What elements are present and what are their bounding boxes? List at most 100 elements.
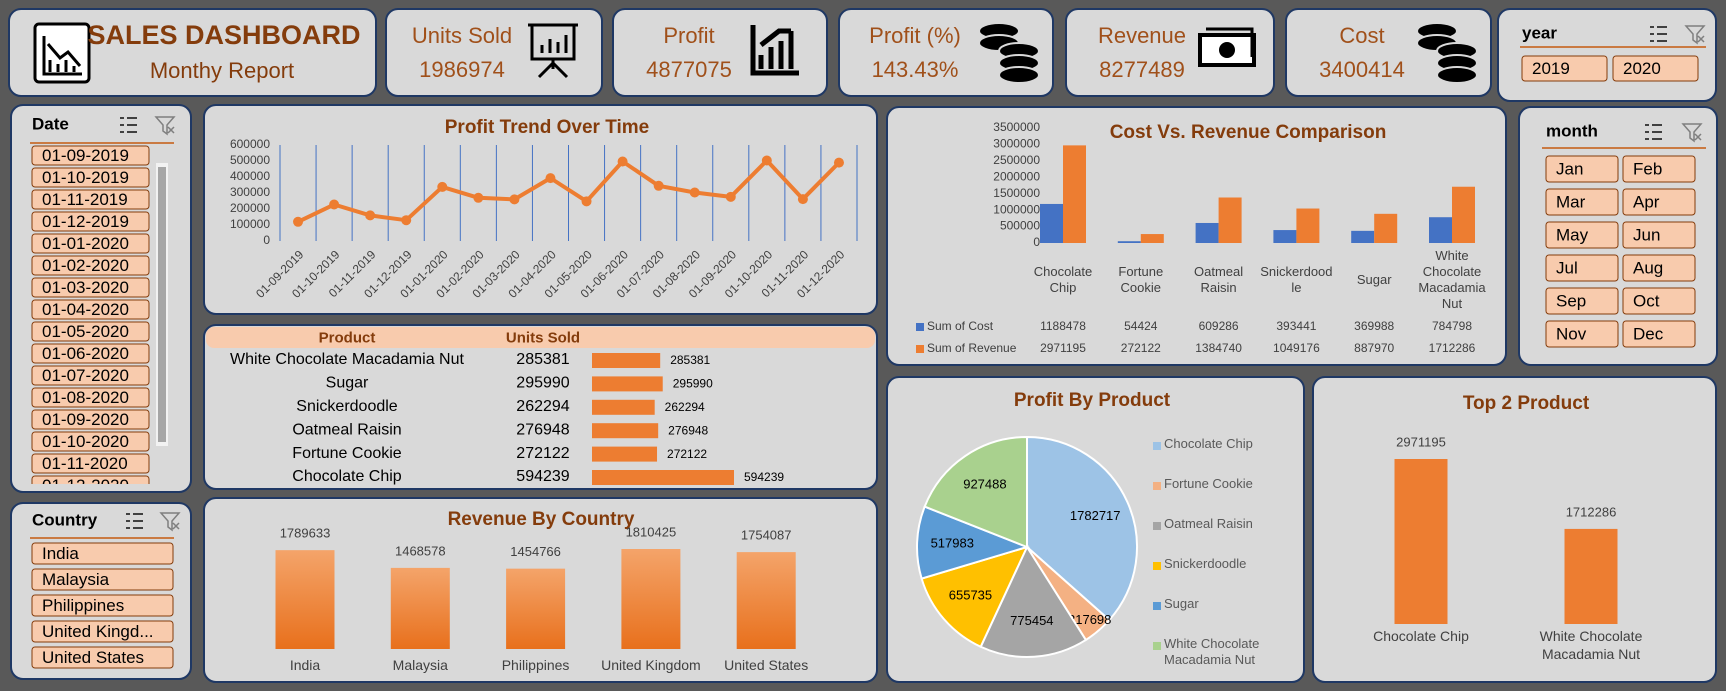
slicer-item[interactable] [31,233,150,254]
slicer-item-label[interactable]: 01-04-2020 [42,300,129,319]
slicer-item-label[interactable]: 01-10-2020 [42,432,129,451]
x-tick-label: Malaysia [392,657,448,673]
slicer-item[interactable] [31,145,150,166]
slicer-item[interactable] [31,387,150,408]
x-tick-label-box: Chocolate Chip [1034,264,1093,295]
slicer-item-label[interactable]: Apr [1633,192,1660,211]
slicer-item[interactable] [1622,287,1696,315]
slicer-item-label[interactable]: Jan [1556,159,1583,178]
slicer-item-label[interactable]: 01-01-2020 [42,234,129,253]
slicer-item[interactable] [1545,188,1619,216]
slicer-item[interactable] [1545,320,1619,348]
slicer-item-label[interactable]: May [1556,225,1589,244]
slicer-item[interactable] [1545,221,1619,249]
units-value: 285381 [516,351,569,368]
slicer-item[interactable] [1622,221,1696,249]
slicer-item[interactable] [31,365,150,386]
slicer-item[interactable] [1545,155,1619,183]
slicer-item-label[interactable]: Feb [1633,159,1662,178]
slicer-item-label[interactable]: United Kingd... [42,622,154,641]
slicer-item[interactable] [1612,55,1699,82]
slicer-item[interactable] [31,211,150,232]
line-point [581,196,592,207]
slicer-item[interactable] [31,568,174,591]
slicer-item[interactable] [31,189,150,210]
chart-title: Top 2 Product [1463,393,1590,414]
slicer-item-label[interactable]: 01-10-2019 [42,168,129,187]
slicer-item-label[interactable]: Aug [1633,258,1663,277]
slicer-item-label[interactable]: 01-11-2019 [42,190,128,209]
clear-filter-icon[interactable] [1684,25,1706,45]
slicer-item[interactable] [1622,155,1696,183]
x-tick-label: United Kingdom [601,657,701,673]
slicer-item[interactable] [31,475,150,495]
slicer-item[interactable] [31,594,174,617]
slicer-item-label[interactable]: India [42,544,79,563]
slicer-item[interactable] [1622,254,1696,282]
slicer-item[interactable] [31,343,150,364]
slicer-item[interactable] [31,255,150,276]
slicer-item-label[interactable]: Malaysia [42,570,110,589]
y-tick-label: 3000000 [993,137,1040,151]
slice-label: 217698 [1068,612,1111,627]
slicer-item-label[interactable]: 01-05-2020 [42,322,129,341]
slicer-item-label[interactable]: 2020 [1623,59,1661,78]
slicer-item[interactable] [31,409,150,430]
slicer-item-label[interactable]: 01-12-2020 [42,476,129,495]
slicer-item-label[interactable]: 01-11-2020 [42,454,128,473]
clear-filter-icon[interactable] [159,512,181,532]
multi-select-icon[interactable] [126,513,143,529]
slicer-item[interactable] [1622,320,1696,348]
panel [8,8,377,97]
slicer-item-label[interactable]: 01-07-2020 [42,366,129,385]
multi-select-icon[interactable] [1645,124,1662,140]
slicer-item-label[interactable]: 01-02-2020 [42,256,129,275]
legend-label: Sugar [1164,596,1199,611]
slicer-item[interactable] [1622,188,1696,216]
slicer-item[interactable] [31,277,150,298]
slicer-item-label[interactable]: United States [42,648,144,667]
slicer-item[interactable] [31,453,150,474]
slicer-item[interactable] [1545,254,1619,282]
slicer-item-label[interactable]: Jun [1633,225,1660,244]
line-point [401,215,412,226]
slicer-item[interactable] [31,542,174,565]
slicer-item-label[interactable]: 01-09-2019 [42,146,129,165]
legend-label-box: Chocolate Chip [1164,436,1253,451]
slicer-item-label[interactable]: 01-03-2020 [42,278,129,297]
legend-label: Fortune Cookie [1164,476,1253,491]
multi-select-icon[interactable] [1650,26,1667,42]
slicer-item-label[interactable]: Mar [1556,192,1586,211]
bar [1296,208,1320,243]
slicer-item-label[interactable]: Nov [1556,324,1587,343]
slicer-item-label[interactable]: Philippines [42,596,124,615]
clear-filter-icon[interactable] [1681,123,1703,143]
x-tick-label-box: Philippines [502,657,570,673]
slicer-item-label[interactable]: 2019 [1532,59,1570,78]
slicer-item[interactable] [31,620,174,643]
slicer-item[interactable] [1521,55,1608,82]
slicer-item[interactable] [31,321,150,342]
bar [1117,241,1141,243]
slicer-item-label[interactable]: Oct [1633,291,1660,310]
slicer-item[interactable] [31,646,174,669]
scrollbar[interactable] [158,167,166,442]
slicer-item-label[interactable]: Dec [1633,324,1664,343]
slicer-item[interactable] [31,299,150,320]
slicer-item-label[interactable]: Sep [1556,291,1586,310]
table-value: 2971195 [1040,341,1086,355]
clear-filter-icon[interactable] [154,116,176,136]
slicer-item[interactable] [1545,287,1619,315]
slicer-item-label[interactable]: 01-09-2020 [42,410,129,429]
slicer-item-label[interactable]: 01-12-2019 [42,212,129,231]
slicer-item-label[interactable]: 01-08-2020 [42,388,129,407]
value-label: 1789633 [280,526,331,541]
column-header: Product [319,329,376,346]
slicer-item-label[interactable]: Jul [1556,258,1578,277]
slicer-item[interactable] [31,167,150,188]
slicer-item[interactable] [31,431,150,452]
multi-select-icon[interactable] [120,117,137,133]
chart-title: Profit Trend Over Time [445,117,649,138]
slicer-item-label[interactable]: 01-06-2020 [42,344,129,363]
table-value: 887970 [1354,341,1394,355]
